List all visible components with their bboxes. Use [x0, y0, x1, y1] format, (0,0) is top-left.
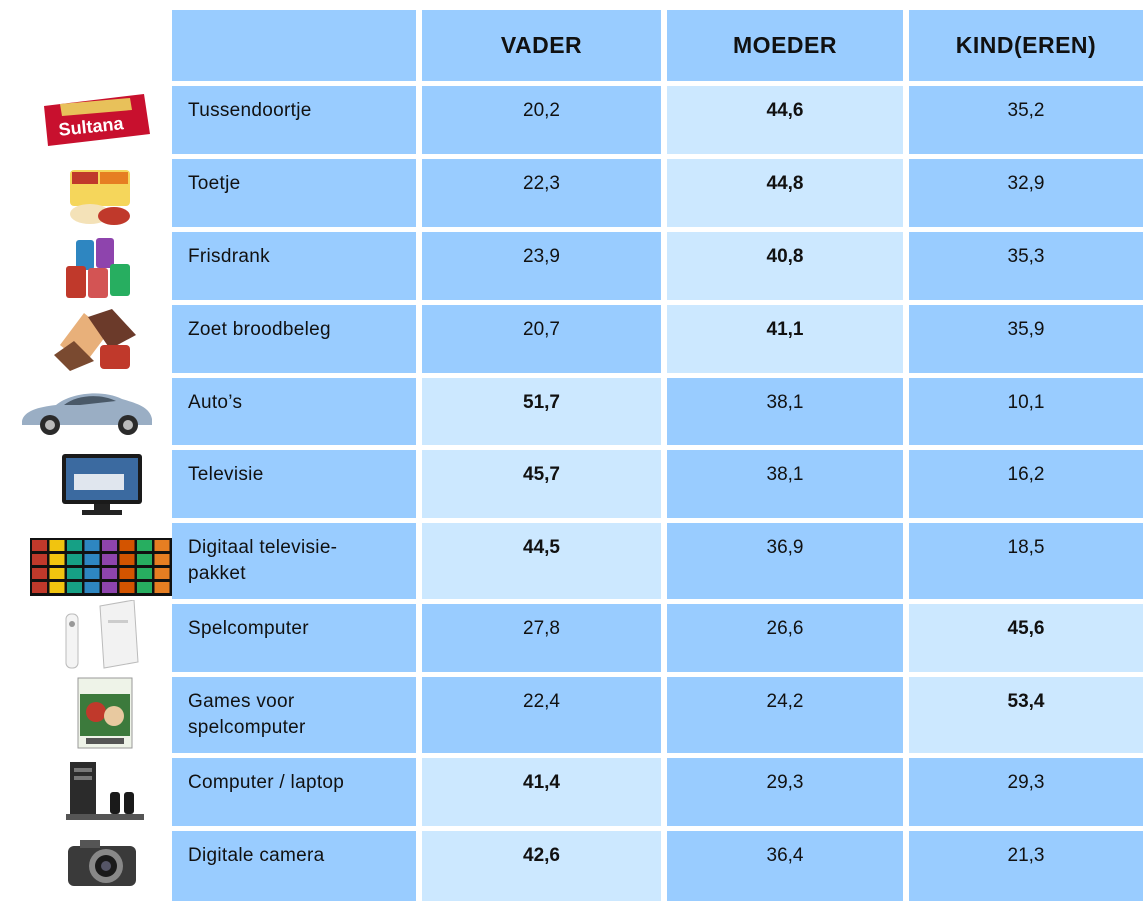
value-cell: 23,9: [422, 232, 661, 300]
value-cell: 51,7: [422, 378, 661, 445]
value-cell: 35,2: [909, 86, 1143, 154]
television-icon: [60, 452, 144, 523]
value-cell: 22,4: [422, 677, 661, 753]
row-label: Toetje: [172, 159, 416, 227]
value-cell: 45,6: [909, 604, 1143, 672]
digital-camera-icon: [66, 836, 138, 897]
value-cell: 36,9: [667, 523, 903, 599]
row-label: Games voor spelcomputer: [172, 677, 416, 753]
value-cell: 35,9: [909, 305, 1143, 373]
row-label: Televisie: [172, 450, 416, 518]
row-label: Digitaal televisie-pakket: [172, 523, 416, 599]
value-cell: 45,7: [422, 450, 661, 518]
row-label: Digitale camera: [172, 831, 416, 901]
column-header-moeder: MOEDER: [667, 10, 903, 81]
value-cell: 27,8: [422, 604, 661, 672]
row-label: Spelcomputer: [172, 604, 416, 672]
row-label: Frisdrank: [172, 232, 416, 300]
value-cell: 26,6: [667, 604, 903, 672]
value-cell: 44,5: [422, 523, 661, 599]
row-label: Tussendoortje: [172, 86, 416, 154]
value-cell: 29,3: [909, 758, 1143, 826]
game-console-icon: [60, 599, 144, 675]
value-cell: 53,4: [909, 677, 1143, 753]
desktop-computer-icon: [64, 760, 146, 827]
row-label: Computer / laptop: [172, 758, 416, 826]
value-cell: 32,9: [909, 159, 1143, 227]
value-cell: 44,8: [667, 159, 903, 227]
value-cell: 22,3: [422, 159, 661, 227]
value-cell: 41,4: [422, 758, 661, 826]
value-cell: 18,5: [909, 523, 1143, 599]
tv-channels-mosaic-icon: [30, 538, 172, 601]
sultana-biscuit-icon: Sultana: [40, 92, 152, 153]
video-game-box-icon: [76, 676, 134, 755]
value-cell: 38,1: [667, 450, 903, 518]
value-cell: 41,1: [667, 305, 903, 373]
value-cell: 24,2: [667, 677, 903, 753]
value-cell: 42,6: [422, 831, 661, 901]
pudding-dessert-icon: [64, 162, 136, 233]
value-cell: 35,3: [909, 232, 1143, 300]
value-cell: 38,1: [667, 378, 903, 445]
soda-cans-icon: [62, 236, 134, 307]
column-header-kinderen: KIND(EREN): [909, 10, 1143, 81]
header-empty-cell: [172, 10, 416, 81]
value-cell: 20,2: [422, 86, 661, 154]
value-cell: 20,7: [422, 305, 661, 373]
sandwich-spread-icon: [50, 305, 142, 378]
row-label: Auto’s: [172, 378, 416, 445]
value-cell: 40,8: [667, 232, 903, 300]
value-cell: 29,3: [667, 758, 903, 826]
value-cell: 10,1: [909, 378, 1143, 445]
column-header-vader: VADER: [422, 10, 661, 81]
row-label: Zoet broodbeleg: [172, 305, 416, 373]
value-cell: 36,4: [667, 831, 903, 901]
value-cell: 21,3: [909, 831, 1143, 901]
value-cell: 44,6: [667, 86, 903, 154]
car-icon: [18, 385, 156, 442]
value-cell: 16,2: [909, 450, 1143, 518]
